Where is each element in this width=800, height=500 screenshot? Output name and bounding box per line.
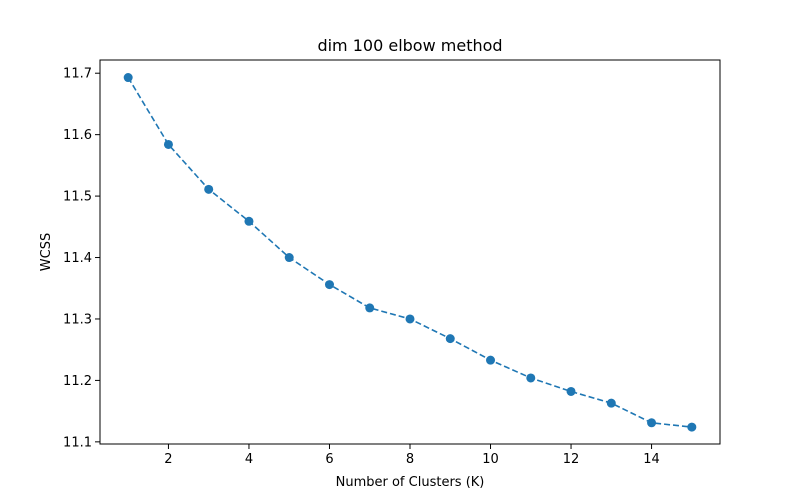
x-axis-label: Number of Clusters (K) bbox=[336, 475, 485, 490]
x-tick-label: 12 bbox=[563, 452, 580, 467]
data-point bbox=[606, 398, 616, 408]
chart-title: dim 100 elbow method bbox=[317, 36, 502, 55]
data-point bbox=[405, 314, 415, 324]
y-tick-label: 11.1 bbox=[63, 435, 92, 450]
y-tick-label: 11.2 bbox=[63, 374, 92, 389]
series-layer bbox=[123, 73, 697, 432]
data-point bbox=[647, 418, 657, 428]
data-point bbox=[365, 303, 375, 313]
data-point bbox=[123, 73, 133, 83]
x-tick-label: 8 bbox=[406, 452, 414, 467]
data-point bbox=[526, 373, 536, 383]
y-tick-label: 11.3 bbox=[63, 312, 92, 327]
x-axis-ticks: 2 4 6 8 10 12 14 bbox=[164, 444, 660, 467]
data-point bbox=[284, 253, 294, 263]
plot-frame bbox=[99, 59, 721, 445]
y-tick-label: 11.6 bbox=[63, 128, 92, 143]
data-point bbox=[324, 280, 334, 290]
y-tick-label: 11.4 bbox=[63, 251, 92, 266]
plot-area bbox=[100, 60, 720, 444]
y-axis-label: WCSS bbox=[39, 233, 54, 271]
data-point bbox=[687, 422, 697, 432]
y-tick-label: 11.7 bbox=[63, 67, 92, 82]
y-axis-ticks: 11.1 11.2 11.3 11.4 11.5 11.6 11.7 bbox=[63, 67, 100, 450]
x-tick-label: 4 bbox=[245, 452, 253, 467]
data-point bbox=[244, 216, 254, 226]
data-point bbox=[445, 334, 455, 344]
data-point bbox=[204, 184, 214, 194]
data-point bbox=[163, 139, 173, 149]
x-tick-label: 6 bbox=[325, 452, 333, 467]
x-tick-label: 2 bbox=[164, 452, 172, 467]
x-tick-label: 14 bbox=[643, 452, 660, 467]
data-point bbox=[486, 355, 496, 365]
y-tick-label: 11.5 bbox=[63, 190, 92, 205]
data-point bbox=[566, 386, 576, 396]
x-tick-label: 10 bbox=[482, 452, 499, 467]
